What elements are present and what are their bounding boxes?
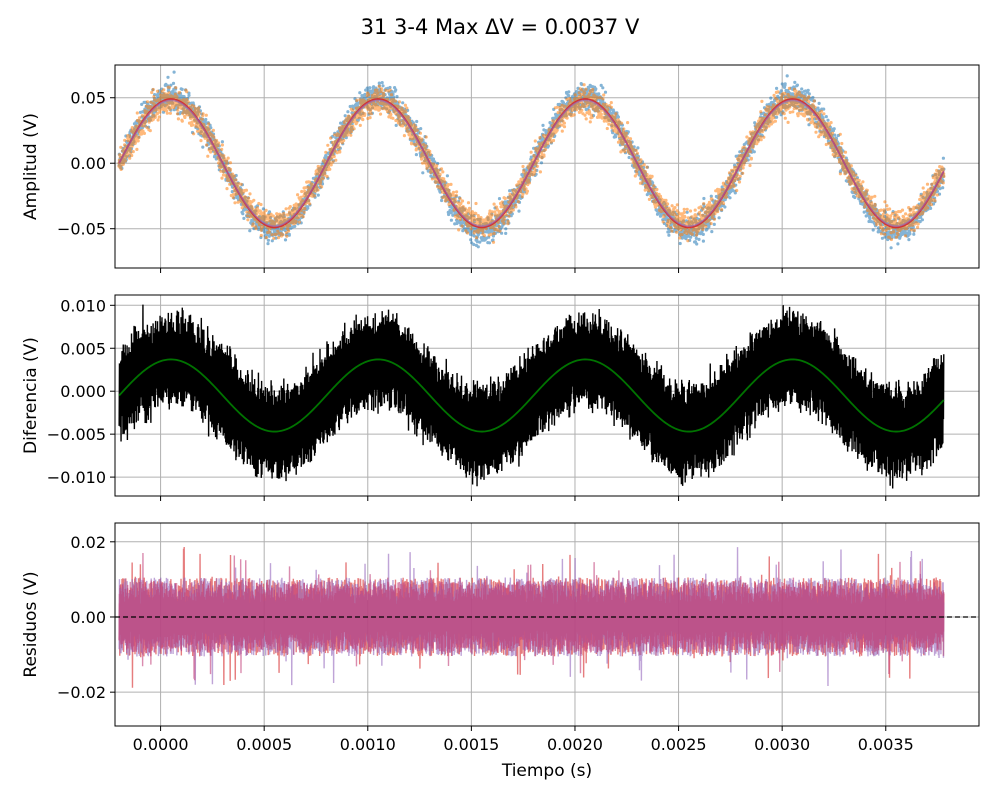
panel-2: −0.010 −0.005 0.000 0.005 0.010 Diferencia (V… xyxy=(21,294,980,501)
y-tick-label: −0.010 xyxy=(47,468,106,487)
data-points xyxy=(117,83,946,244)
x-axis-label: Tiempo (s) xyxy=(501,761,592,781)
y-tick-label: −0.05 xyxy=(57,220,106,239)
y-tick-label: 0.00 xyxy=(70,154,106,173)
x-tick-label: 0.0010 xyxy=(340,735,396,754)
panels: −0.05 0.00 0.05 Amplitud (V) −0.010 −0.005 0.0… xyxy=(21,64,980,781)
y-tick-label: 0.005 xyxy=(60,339,106,358)
y-tick-label: −0.005 xyxy=(47,425,106,444)
x-tick-label: 0.0015 xyxy=(443,735,499,754)
axes-frame xyxy=(114,522,980,727)
axes-frame xyxy=(114,64,980,269)
plot-area xyxy=(117,70,946,250)
x-tick-label: 0.0025 xyxy=(651,735,707,754)
y-tick-label: 0.02 xyxy=(70,533,106,552)
plot-area xyxy=(118,304,945,489)
chart-title: 31 3-4 Max ΔV = 0.0037 V xyxy=(361,15,640,39)
panel-3: 0.0000 0.0005 0.0010 0.0015 0.0020 0.0025 0.00… xyxy=(21,522,980,781)
plot-area xyxy=(115,547,979,688)
series-points-1 xyxy=(117,83,946,244)
fit-line-3 xyxy=(118,99,945,227)
x-tick-label: 0.0005 xyxy=(236,735,292,754)
y-tick-label: 0.00 xyxy=(70,608,106,627)
y-tick-label: 0.000 xyxy=(60,382,106,401)
y-axis-label: Residuos (V) xyxy=(21,571,41,677)
fit-line-1 xyxy=(118,358,945,433)
y-tick-label: −0.02 xyxy=(57,683,106,702)
axes-frame xyxy=(114,294,980,497)
y-tick-label: 0.05 xyxy=(70,89,106,108)
panel-1: −0.05 0.00 0.05 Amplitud (V) xyxy=(21,64,980,273)
x-tick-label: 0.0030 xyxy=(754,735,810,754)
y-axis-label: Diferencia (V) xyxy=(21,337,41,454)
x-tick-label: 0.0020 xyxy=(547,735,603,754)
y-axis-label: Amplitud (V) xyxy=(21,113,41,220)
x-tick-label: 0.0000 xyxy=(133,735,189,754)
residual-line-2 xyxy=(118,552,945,681)
y-tick-label: 0.010 xyxy=(60,296,106,315)
x-tick-label: 0.0035 xyxy=(858,735,914,754)
